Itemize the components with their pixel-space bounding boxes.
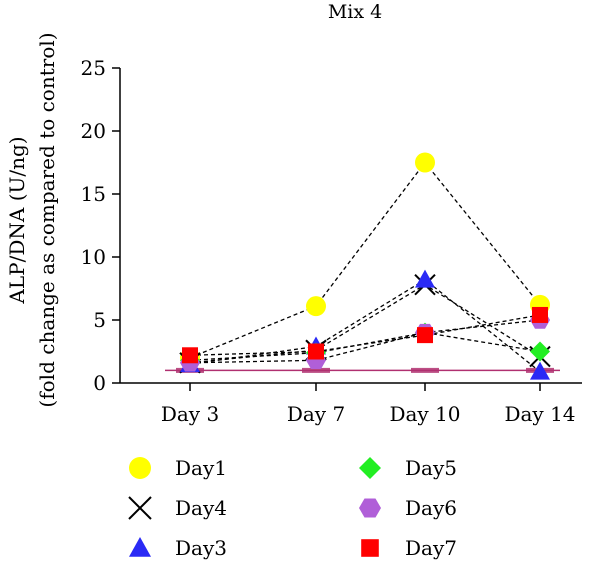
series-line-day3	[189, 278, 541, 373]
data-point-day1	[415, 152, 435, 173]
plot-area	[165, 152, 560, 380]
legend-label-day7: Day7	[405, 536, 457, 560]
series-line-day7	[189, 314, 541, 356]
chart-title: Mix 4	[328, 1, 382, 23]
data-point-day7	[308, 343, 324, 360]
legend-marker-day6	[359, 498, 381, 518]
y-tick-label: 20	[81, 119, 106, 143]
legend-marker-day7	[361, 539, 379, 557]
data-point-day7	[532, 306, 548, 323]
y-tick-label: 15	[81, 182, 106, 206]
baseline-marker	[302, 367, 330, 373]
legend-marker-day1	[129, 457, 151, 479]
legend-label-day4: Day4	[175, 496, 227, 520]
series-line-day5	[189, 331, 541, 361]
axes: 0 5 10 15 20 25 Day 3 Day 7 Day 10 Day 14	[81, 56, 582, 426]
data-point-day7	[417, 327, 433, 344]
y-tick-label: 5	[93, 308, 106, 332]
legend-marker-day4	[128, 496, 152, 520]
data-point-day7	[182, 347, 198, 364]
series-line-day6	[189, 319, 541, 364]
data-point-day1	[306, 296, 326, 317]
y-tick-label: 10	[81, 245, 106, 269]
x-tick-label: Day 14	[504, 402, 575, 426]
series-line-day1	[189, 161, 541, 359]
legend-label-day5: Day5	[405, 456, 457, 480]
data-point-day5	[530, 341, 550, 362]
y-tick-label: 0	[93, 371, 106, 395]
x-tick-label: Day 10	[389, 402, 460, 426]
legend-label-day3: Day3	[175, 536, 227, 560]
legend-marker-day5	[359, 457, 381, 479]
baseline-marker	[411, 367, 439, 373]
x-tick-label: Day 3	[161, 402, 219, 426]
series-line-day4	[189, 283, 541, 364]
legend: Day1 Day4 Day3 Day5 Day6 Day7	[128, 456, 457, 560]
legend-marker-day3	[129, 537, 151, 557]
data-point-day3	[415, 269, 435, 288]
data-point-day3	[530, 361, 550, 380]
y-axis-label-line2: (fold change as compared to control)	[35, 32, 59, 407]
y-axis-label-line1: ALP/DNA (U/ng)	[5, 136, 29, 304]
x-tick-label: Day 7	[287, 402, 345, 426]
legend-marker-day4-stroke	[128, 496, 152, 520]
y-tick-label: 25	[81, 56, 106, 80]
legend-label-day1: Day1	[175, 456, 227, 480]
legend-label-day6: Day6	[405, 496, 457, 520]
